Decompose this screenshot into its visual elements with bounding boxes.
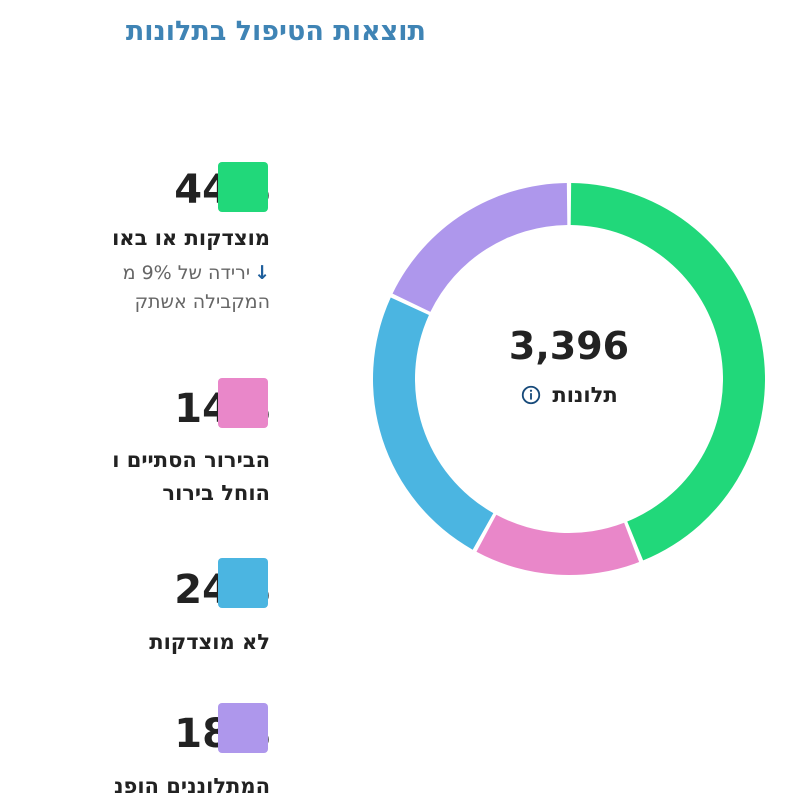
legend-label: הבירור הסתיים ו [112, 448, 270, 472]
change-text: ↓ירידה של 9% מ [0, 259, 270, 288]
change-text-line-1: ירידה של 9% מ [122, 261, 251, 284]
legend-label: לא מוצדקות [149, 630, 270, 654]
legend-label: מוצדקות או באו [112, 226, 270, 250]
donut-slice-1 [570, 183, 765, 561]
donut-slice-2 [476, 514, 640, 575]
donut-slice-3 [373, 297, 494, 550]
legend-swatch-inquiry-finished [218, 378, 268, 428]
change-text-line-2: המקבילה אשתק [134, 290, 270, 313]
legend-swatch-justified [218, 162, 268, 212]
total-complaints-label-row: תלונות [469, 383, 669, 407]
legend-swatch-referred [218, 703, 268, 753]
chart-title: תוצאות הטיפול בתלונות [125, 16, 426, 47]
total-complaints-count: 3,396 [508, 324, 630, 368]
legend-swatch-not-justified [218, 558, 268, 608]
down-arrow-icon: ↓ [254, 261, 270, 284]
donut-chart [373, 183, 765, 575]
total-complaints-label: תלונות [552, 383, 618, 407]
legend-label: המתלוננים הופנ [114, 774, 270, 798]
donut-slice-4 [392, 183, 568, 312]
info-icon[interactable] [520, 384, 542, 406]
legend-label-line-2: הוחל בירור [162, 480, 270, 505]
